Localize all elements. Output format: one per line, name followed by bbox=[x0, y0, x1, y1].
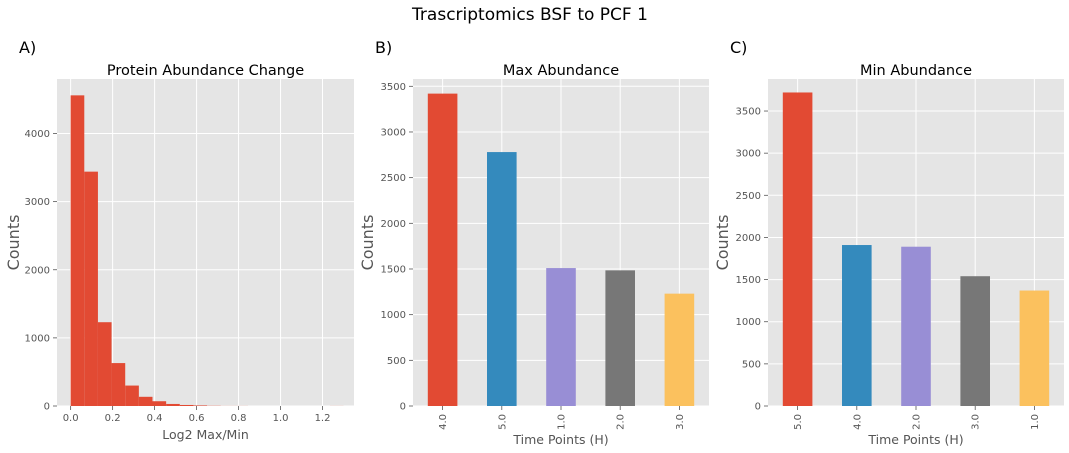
panel-a-xtick-label: 0.0 bbox=[63, 413, 79, 424]
panel-c-label: C) bbox=[730, 38, 747, 57]
panel-c-ytick-label: 0 bbox=[755, 402, 761, 413]
panel-c-ytick-label: 500 bbox=[742, 359, 761, 370]
figure-title: Trascriptomics BSF to PCF 1 bbox=[411, 5, 648, 25]
panel-c-ytick-label: 2500 bbox=[736, 191, 761, 202]
bar-2.0 bbox=[901, 246, 931, 406]
histogram-bar bbox=[138, 396, 153, 406]
panel-c-xtick-label: 4.0 bbox=[852, 414, 863, 430]
panel-a-ytick-label: 0 bbox=[44, 402, 50, 413]
panel-a-xtick-label: 0.6 bbox=[189, 413, 205, 424]
panel-b-ytick-label: 500 bbox=[387, 356, 406, 367]
panel-b-label: B) bbox=[375, 38, 392, 57]
panel-a-ytick-label: 1000 bbox=[25, 333, 50, 344]
panel-b-ytick-label: 2500 bbox=[381, 173, 406, 184]
panel-a-ytick-label: 3000 bbox=[25, 197, 50, 208]
panel-a: A) 0 1000 2000 3000 4000 0.0 0.2 0.4 0.6 0.8 1.0 1.… bbox=[4, 38, 354, 442]
histogram-bar bbox=[193, 405, 208, 406]
histogram-bar bbox=[84, 171, 98, 406]
panel-a-xtick-label: 0.8 bbox=[231, 413, 247, 424]
panel-a-xtick-label: 0.4 bbox=[147, 413, 163, 424]
panel-c-ylabel: Counts bbox=[713, 215, 732, 271]
histogram-bar bbox=[179, 404, 194, 406]
bar-5.0 bbox=[782, 92, 813, 407]
panel-b-xtick-label: 2.0 bbox=[616, 414, 627, 430]
panel-a-xtick-label: 0.2 bbox=[105, 413, 121, 424]
panel-b-title: Max Abundance bbox=[503, 63, 619, 79]
panel-b-ytick-label: 3000 bbox=[381, 127, 406, 138]
bar-3.0 bbox=[960, 276, 990, 406]
panel-b-xtick-label: 4.0 bbox=[438, 414, 449, 430]
panel-a-xtick-label: 1.0 bbox=[273, 413, 289, 424]
panel-c-ytick-label: 3000 bbox=[736, 149, 761, 160]
panel-c-ytick-label: 3500 bbox=[736, 107, 761, 118]
panel-b-ytick-label: 0 bbox=[400, 402, 406, 413]
bar-5.0 bbox=[487, 152, 517, 406]
panel-c-title: Min Abundance bbox=[860, 63, 972, 79]
panel-c-ytick-label: 2000 bbox=[736, 233, 761, 244]
bar-2.0 bbox=[605, 270, 635, 406]
panel-c-xtick-label: 2.0 bbox=[912, 414, 923, 430]
histogram-bar bbox=[152, 401, 167, 406]
panel-c-ytick-label: 1500 bbox=[736, 275, 761, 286]
panel-a-title: Protein Abundance Change bbox=[107, 63, 304, 79]
panel-b-ytick-label: 3500 bbox=[381, 82, 406, 93]
panel-a-xtick-label: 1.2 bbox=[315, 413, 331, 424]
panel-c-xtick-label: 1.0 bbox=[1030, 414, 1041, 430]
panel-c-xtick-label: 3.0 bbox=[971, 414, 982, 430]
bar-1.0 bbox=[1019, 290, 1050, 406]
panel-a-label: A) bbox=[19, 38, 36, 57]
panel-b-ytick-label: 2000 bbox=[381, 219, 406, 230]
panel-b-xtick-label: 5.0 bbox=[497, 414, 508, 430]
panel-c-xtick-label: 5.0 bbox=[793, 414, 804, 430]
histogram-bar bbox=[70, 95, 85, 406]
panel-c: C) 0 500 1000 1500 2000 2500 3000 3500 5.0 4.0 2.0… bbox=[713, 38, 1064, 447]
histogram-bar bbox=[166, 403, 180, 406]
histogram-bar bbox=[111, 363, 126, 406]
panel-b-ytick-label: 1000 bbox=[381, 310, 406, 321]
panel-b-xlabel: Time Points (H) bbox=[512, 432, 608, 447]
bar-4.0 bbox=[427, 93, 458, 406]
panel-a-ytick-label: 2000 bbox=[25, 265, 50, 276]
histogram-bar bbox=[125, 385, 139, 406]
histogram-bar bbox=[97, 322, 112, 406]
panel-a-xlabel: Log2 Max/Min bbox=[162, 427, 249, 442]
panel-b: B) 0 500 1000 1500 2000 2500 3000 3500 4.0 5.0 1.0… bbox=[358, 38, 709, 447]
panel-a-ylabel: Counts bbox=[4, 215, 23, 271]
panel-b-ytick-label: 1500 bbox=[381, 264, 406, 275]
panel-c-ytick-label: 1000 bbox=[736, 317, 761, 328]
panel-b-ylabel: Counts bbox=[358, 215, 377, 271]
panel-c-xlabel: Time Points (H) bbox=[867, 432, 963, 447]
bar-4.0 bbox=[842, 245, 872, 406]
panel-b-xtick-label: 3.0 bbox=[675, 414, 686, 430]
bar-3.0 bbox=[664, 293, 695, 406]
panel-a-ytick-label: 4000 bbox=[25, 129, 50, 140]
bar-1.0 bbox=[546, 268, 576, 406]
panel-b-xtick-label: 1.0 bbox=[557, 414, 568, 430]
